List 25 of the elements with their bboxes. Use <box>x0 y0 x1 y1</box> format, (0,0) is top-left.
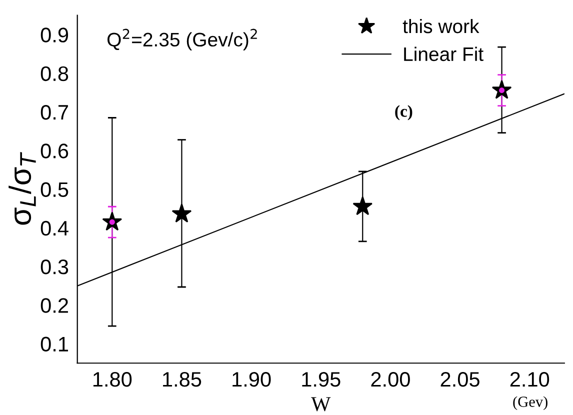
y-tick-label: 0.9 <box>40 28 68 42</box>
y-tick-label: 0.6 <box>40 144 68 158</box>
x-tick-label: 1.85 <box>163 372 202 387</box>
x-tick-label: 1.80 <box>93 372 132 387</box>
point <box>172 204 192 223</box>
y-tick-label: 0.7 <box>40 104 68 120</box>
y-tick-label: 0.8 <box>40 66 68 82</box>
annotation: Q$^{2}$=2.35 (Gev/c)$^{2}$ <box>108 28 257 50</box>
y-tick-label: 0.1 <box>40 336 68 352</box>
y-axis-title: σ$_{L}$/σ$_{T}$ <box>8 152 36 225</box>
y-tick-label: 0.5 <box>40 182 68 197</box>
y-tick-label: 0.4 <box>40 220 68 236</box>
legend-label: Linear Fit <box>404 46 484 62</box>
annotation: (c) <box>395 105 412 120</box>
legend-label: this work <box>402 18 480 34</box>
y-tick-label: 0.3 <box>40 260 68 274</box>
y-tick-label: 0.2 <box>40 298 68 313</box>
x-tick-label: 1.95 <box>302 372 340 387</box>
x-tick-label: 2.05 <box>440 372 480 387</box>
point <box>352 196 373 216</box>
x-tick-label: 2.00 <box>371 372 410 387</box>
x-tick-label: 2.10 <box>510 372 550 387</box>
x-tick-label: 1.90 <box>232 372 271 387</box>
text: (Gev) <box>513 396 548 410</box>
x-axis-title: W <box>311 397 331 412</box>
